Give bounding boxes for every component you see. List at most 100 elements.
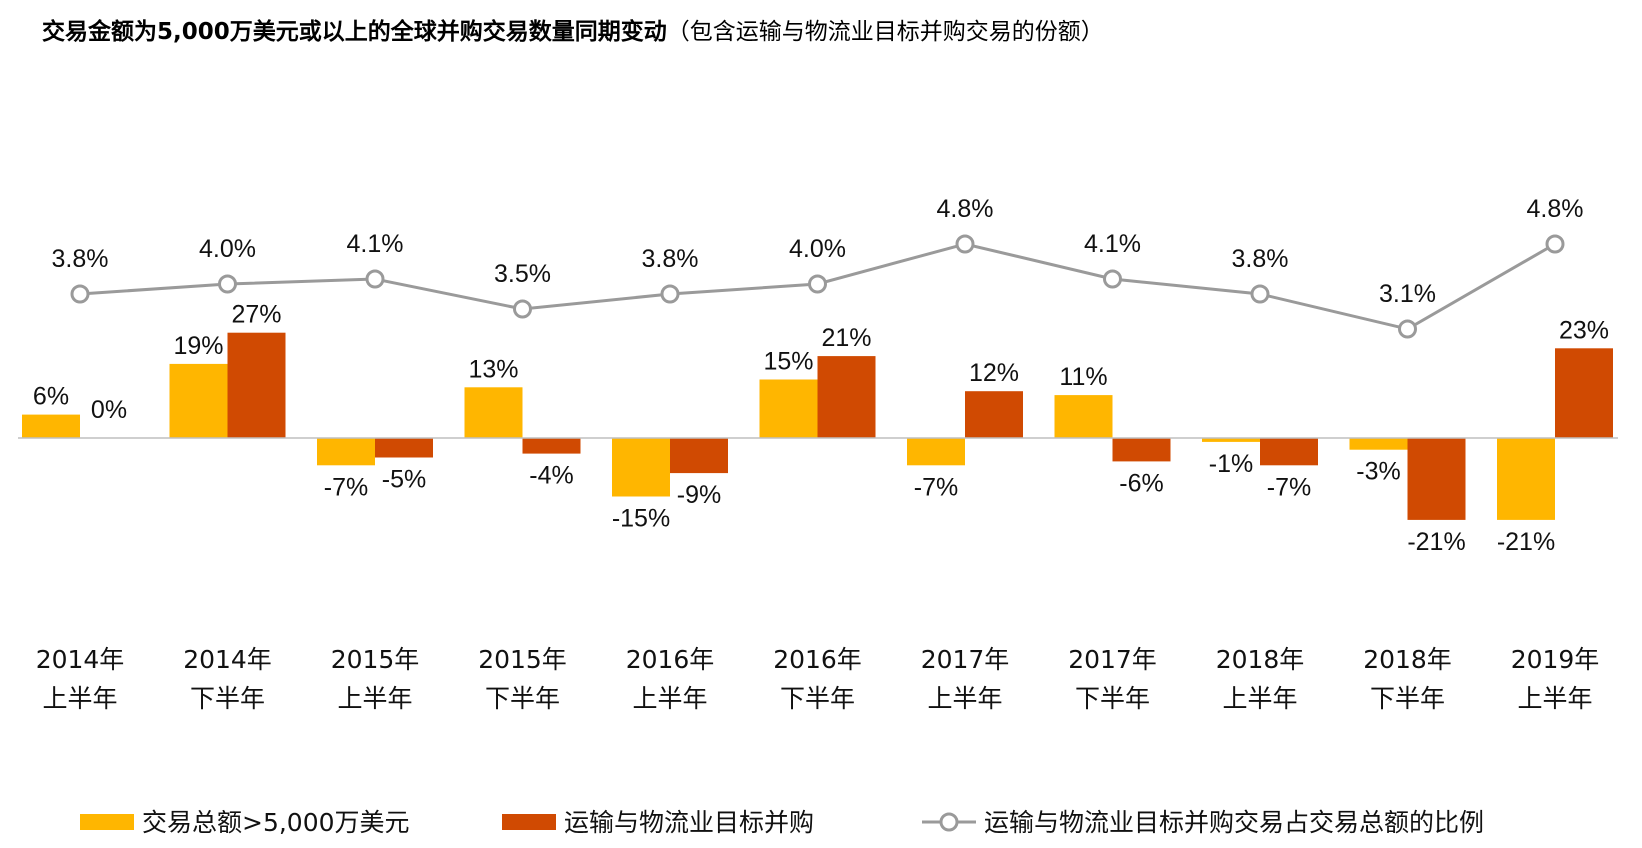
share-line-point-6 [955,234,975,254]
category-label-half-10: 上半年 [1517,684,1592,713]
bar-transport-deals-4 [670,438,728,474]
bar-total-deals-label-1: 19% [173,332,223,360]
category-label-year-0: 2014年 [36,645,125,674]
bar-label-layer: 6% 19% -7% 13% -15% 15% -7% 11% -1% -3% -21% 0% 27% -… [33,301,1609,556]
bar-transport-deals-label-1: 27% [231,301,281,329]
bar-transport-deals-5 [817,356,876,438]
bar-total-deals-label-8: -1% [1209,450,1253,478]
bar-transport-deals-label-8: -7% [1267,473,1311,501]
share-line-label-10: 4.8% [1527,195,1584,223]
category-label-year-4: 2016年 [626,645,715,674]
category-label-year-9: 2018年 [1363,645,1452,674]
category-label-half-1: 下半年 [190,684,265,713]
bar-layer [22,332,1613,520]
category-label-half-0: 上半年 [42,684,117,713]
bar-transport-deals-10 [1555,348,1613,438]
category-label-half-8: 上半年 [1222,684,1297,713]
legend: 交易总额>5,000万美元 运输与物流业目标并购 运输与物流业目标并购交易占交易总额… [80,808,1484,837]
bar-transport-deals-label-5: 21% [821,324,871,352]
chart-title-main: 交易金额为5,000万美元或以上的全球并购交易数量同期变动 [42,19,667,45]
bar-total-deals-0 [22,414,80,438]
share-line-point-3 [513,299,532,319]
share-line-point-5 [808,274,827,294]
legend-swatch-share-marker [939,812,959,832]
bar-total-deals-4 [612,438,670,497]
bar-total-deals-label-2: -7% [324,473,368,501]
share-line-layer: 3.8% 4.0% 4.1% 3.5% 3.8% 4.0% 4.8% 4.1% 3.8% 3.1%… [52,195,1584,339]
category-label-half-5: 下半年 [780,684,855,713]
bar-transport-deals-1 [227,332,286,438]
bar-total-deals-3 [464,387,523,438]
bar-total-deals-label-9: -3% [1356,458,1400,486]
bar-total-deals-label-0: 6% [33,383,69,411]
category-label-half-3: 下半年 [485,684,560,713]
category-label-half-2: 上半年 [337,684,412,713]
bar-transport-deals-label-4: -9% [677,481,721,509]
bar-total-deals-5 [759,379,818,438]
legend-label-total-deals: 交易总额>5,000万美元 [142,808,410,837]
share-line-label-2: 4.1% [347,230,404,258]
share-line-point-4 [660,284,680,304]
share-line-label-8: 3.8% [1232,245,1289,273]
bar-total-deals-10 [1497,438,1555,520]
bar-transport-deals-label-9: -21% [1407,528,1465,556]
bar-transport-deals-label-0: 0% [91,396,127,424]
share-line-point-7 [1103,269,1122,289]
share-line-label-7: 4.1% [1084,230,1141,258]
bar-total-deals-label-7: 11% [1059,363,1107,391]
category-label-half-4: 上半年 [632,684,707,713]
bar-total-deals-7 [1054,395,1113,438]
category-label-year-8: 2018年 [1216,645,1305,674]
bar-transport-deals-7 [1112,438,1171,462]
share-line-label-4: 3.8% [642,245,699,273]
bar-transport-deals-3 [522,438,581,454]
share-line-point-8 [1250,284,1270,304]
bar-total-deals-label-3: 13% [468,355,518,383]
share-line-label-0: 3.8% [52,245,109,273]
category-label-year-7: 2017年 [1068,645,1157,674]
bar-transport-deals-label-6: 12% [969,359,1019,387]
share-line-point-1 [218,274,237,294]
category-label-year-10: 2019年 [1511,645,1600,674]
share-line-label-1: 4.0% [199,235,256,263]
bar-total-deals-9 [1349,438,1408,450]
bar-transport-deals-label-3: -4% [529,462,573,490]
share-line-point-0 [70,284,90,304]
legend-label-transport-deals: 运输与物流业目标并购 [564,808,814,837]
bar-transport-deals-2 [375,438,433,458]
bar-total-deals-label-10: -21% [1497,528,1555,556]
bar-total-deals-2 [317,438,375,466]
share-line-label-6: 4.8% [937,195,994,223]
category-label-half-6: 上半年 [927,684,1002,713]
legend-swatch-transport-deals [502,814,556,830]
category-label-half-7: 下半年 [1075,684,1150,713]
category-label-year-6: 2017年 [921,645,1010,674]
share-line-point-9 [1398,319,1417,339]
bar-transport-deals-label-10: 23% [1559,316,1609,344]
bar-total-deals-label-4: -15% [612,505,670,533]
bar-transport-deals-label-2: -5% [382,466,426,494]
category-label-year-5: 2016年 [773,645,862,674]
category-label-year-2: 2015年 [331,645,420,674]
category-label-year-1: 2014年 [183,645,272,674]
bar-total-deals-label-5: 15% [763,348,813,376]
chart-title-sub: （包含运输与物流业目标并购交易的份额） [666,19,1104,45]
bar-total-deals-label-6: -7% [914,473,958,501]
share-line-label-9: 3.1% [1379,280,1436,308]
share-line-point-2 [365,269,385,289]
share-line-label-3: 3.5% [494,260,551,288]
chart-title: 交易金额为5,000万美元或以上的全球并购交易数量同期变动（包含运输与物流业目标… [42,12,1104,46]
bar-total-deals-8 [1202,438,1260,442]
bar-total-deals-6 [907,438,965,466]
category-label-half-9: 下半年 [1370,684,1445,713]
category-label-year-3: 2015年 [478,645,567,674]
legend-swatch-total-deals [80,814,134,830]
legend-label-share-line: 运输与物流业目标并购交易占交易总额的比例 [984,808,1484,837]
bar-total-deals-1 [169,363,228,438]
share-line-label-5: 4.0% [789,235,846,263]
bar-transport-deals-9 [1407,438,1466,520]
bar-transport-deals-6 [965,391,1023,438]
bar-transport-deals-label-7: -6% [1119,469,1163,497]
